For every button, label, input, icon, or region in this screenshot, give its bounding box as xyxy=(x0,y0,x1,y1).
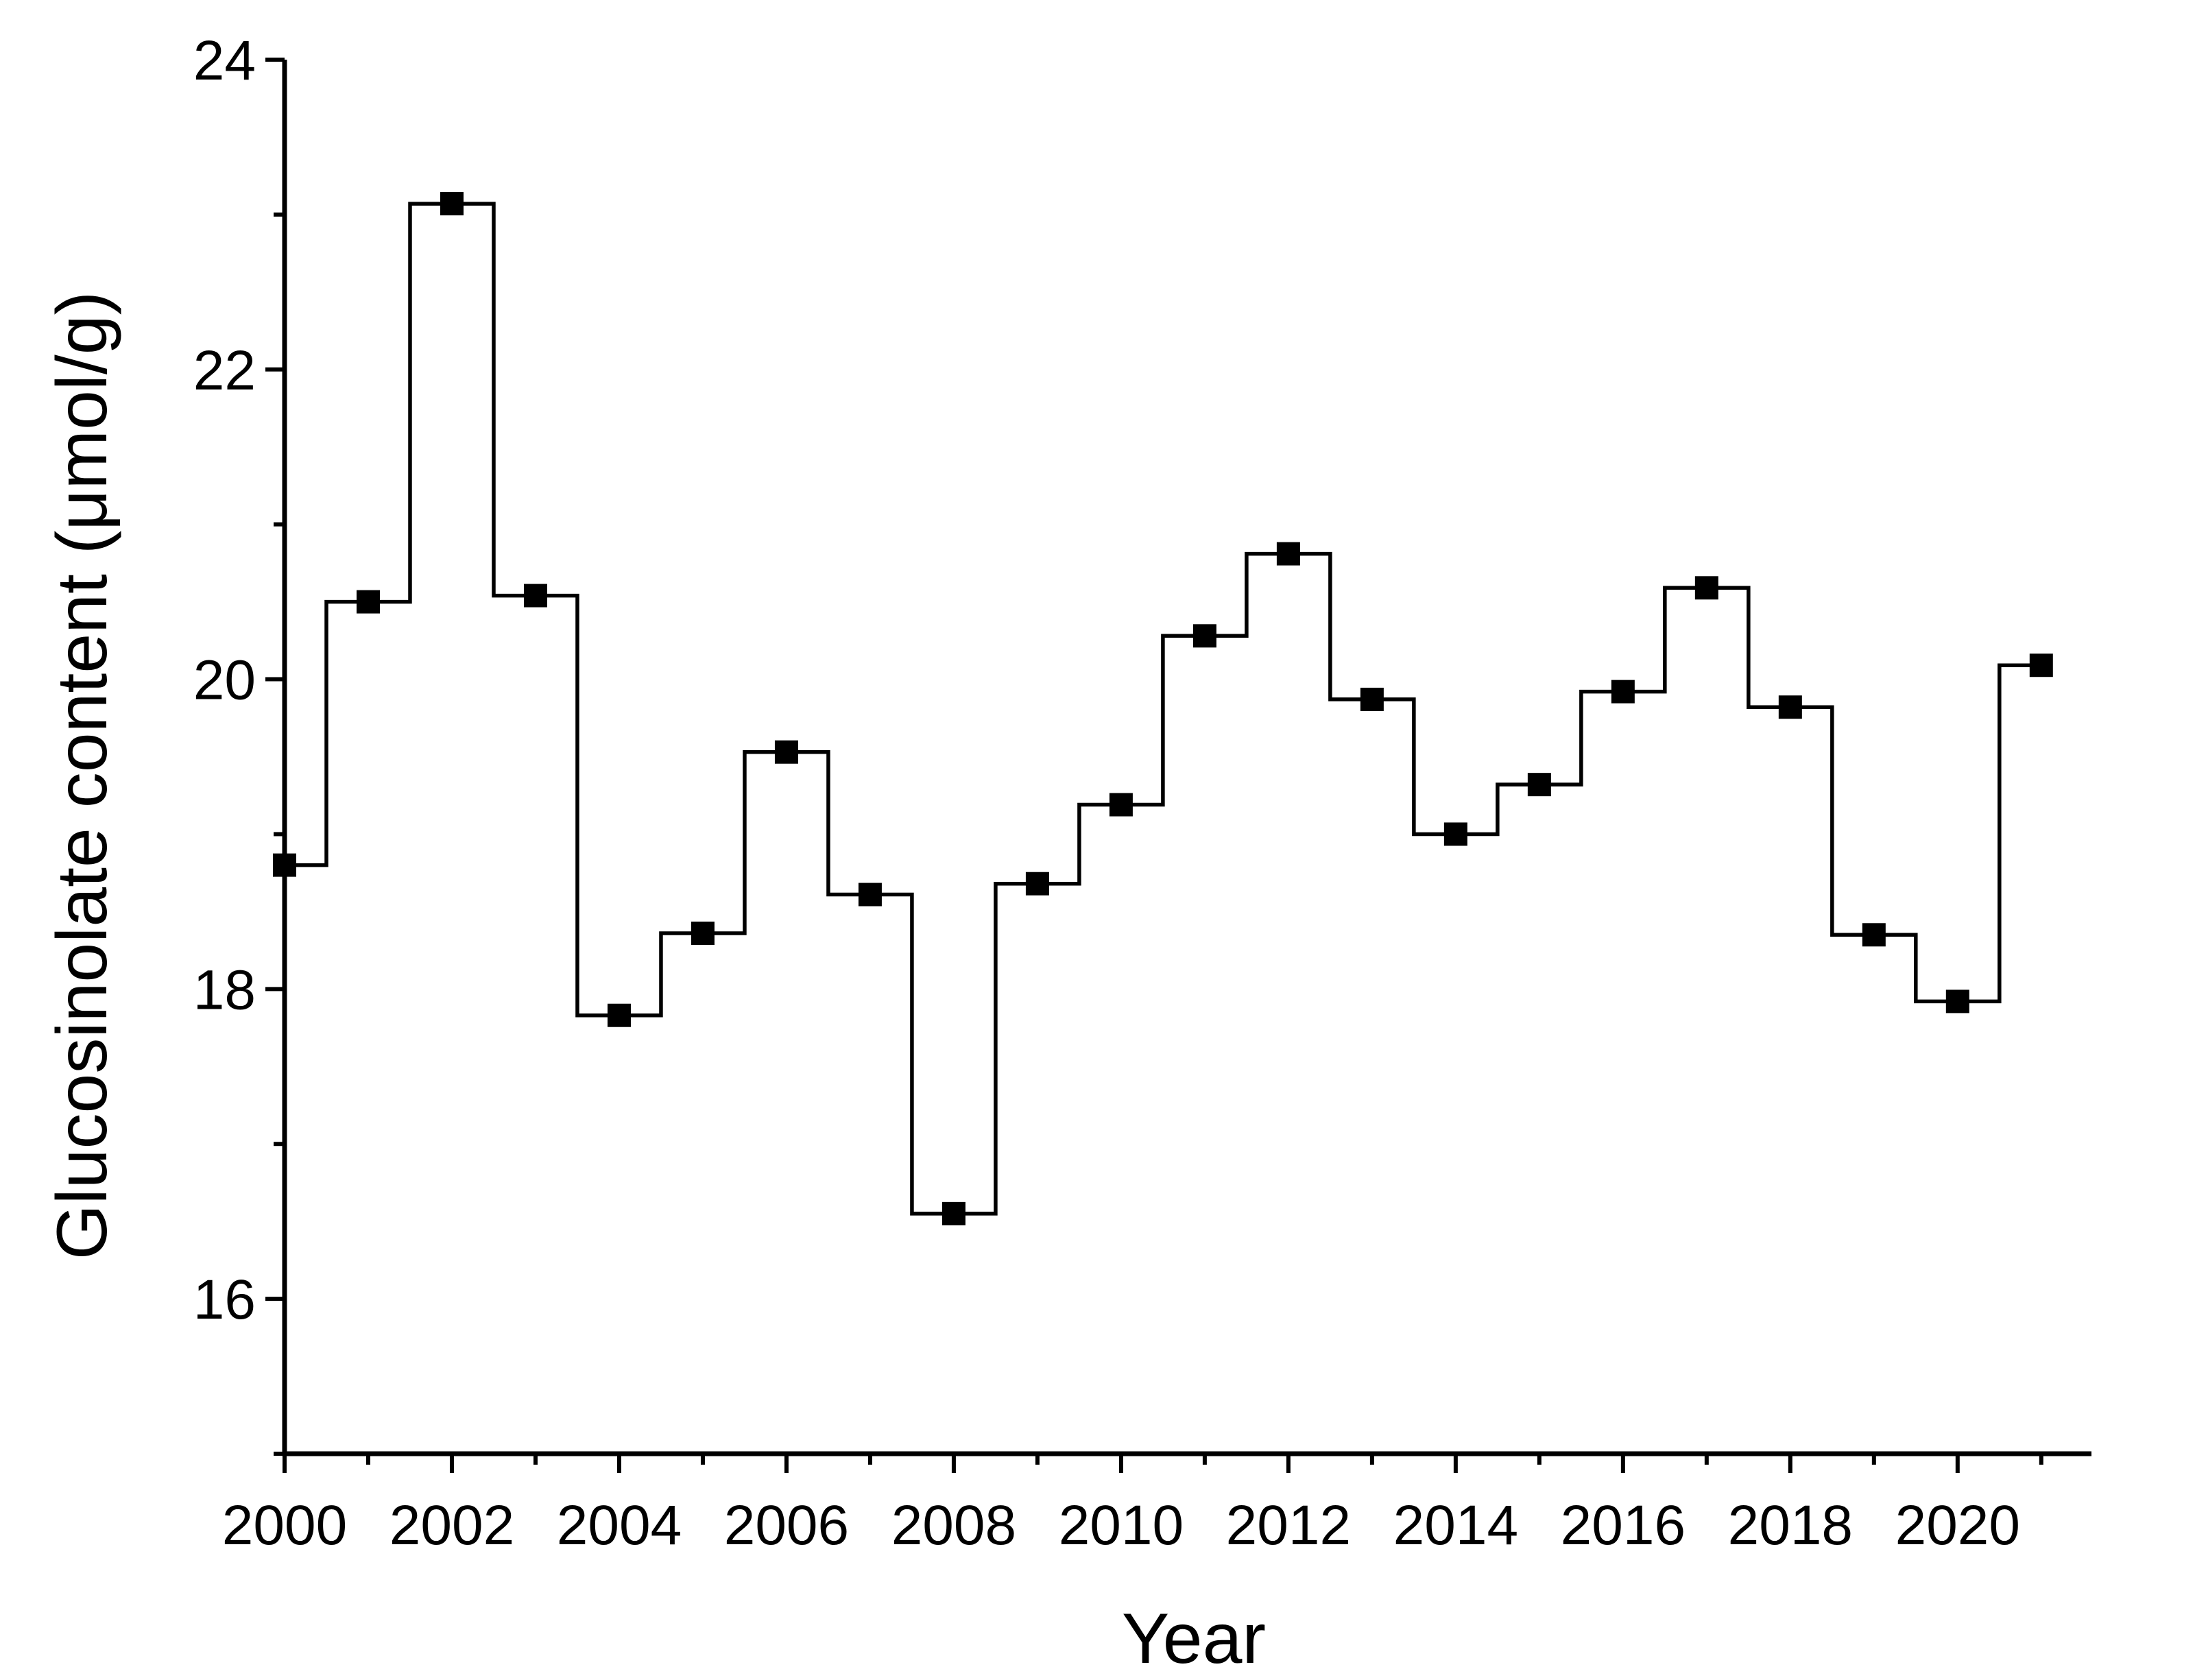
data-point-marker xyxy=(941,1201,965,1225)
data-point-marker xyxy=(1360,687,1384,711)
data-point-marker xyxy=(1443,822,1467,846)
x-tick-label: 2004 xyxy=(557,1494,682,1557)
y-tick-label: 22 xyxy=(193,339,256,402)
data-point-marker xyxy=(1945,989,1969,1013)
data-point-marker xyxy=(1862,923,1886,947)
x-tick-label: 2020 xyxy=(1895,1494,2020,1557)
data-point-marker xyxy=(774,740,798,764)
y-tick-label: 18 xyxy=(193,959,256,1021)
x-tick-label: 2012 xyxy=(1226,1494,1351,1557)
x-tick-label: 2014 xyxy=(1393,1494,1518,1557)
data-point-marker xyxy=(440,192,464,216)
data-point-marker xyxy=(1025,872,1049,896)
data-point-marker xyxy=(1192,624,1216,648)
y-tick-label: 20 xyxy=(193,649,256,712)
series-step-line xyxy=(285,202,2041,1216)
data-point-marker xyxy=(691,922,715,946)
x-tick-label: 2010 xyxy=(1059,1494,1184,1557)
data-point-marker xyxy=(1276,542,1300,566)
x-axis-title: Year xyxy=(1122,1599,1266,1679)
data-point-marker xyxy=(2029,653,2053,677)
y-axis-title: Glucosinolate content (μmol/g) xyxy=(43,291,122,1260)
y-tick-label: 16 xyxy=(193,1269,256,1331)
x-tick-label: 2000 xyxy=(222,1494,347,1557)
data-point-marker xyxy=(858,883,882,907)
data-point-marker xyxy=(356,590,380,614)
data-point-marker xyxy=(1109,793,1133,817)
x-tick-label: 2002 xyxy=(389,1494,514,1557)
data-point-marker xyxy=(1611,680,1635,704)
plot-area xyxy=(273,192,2053,1225)
axes: 16 18 20 22 24 2000 2002 2004 2006 2008 2010 2012 20… xyxy=(193,29,2091,1557)
data-point-marker xyxy=(1527,773,1551,797)
x-tick-label: 2006 xyxy=(724,1494,849,1557)
x-tick-label: 2018 xyxy=(1728,1494,1853,1557)
x-tick-label: 2016 xyxy=(1561,1494,1686,1557)
data-point-marker xyxy=(523,584,547,608)
data-point-marker xyxy=(1778,695,1802,719)
x-tick-label: 2008 xyxy=(891,1494,1016,1557)
y-tick-label: 24 xyxy=(193,29,256,92)
data-point-marker xyxy=(1694,576,1718,600)
data-point-marker xyxy=(607,1003,631,1027)
